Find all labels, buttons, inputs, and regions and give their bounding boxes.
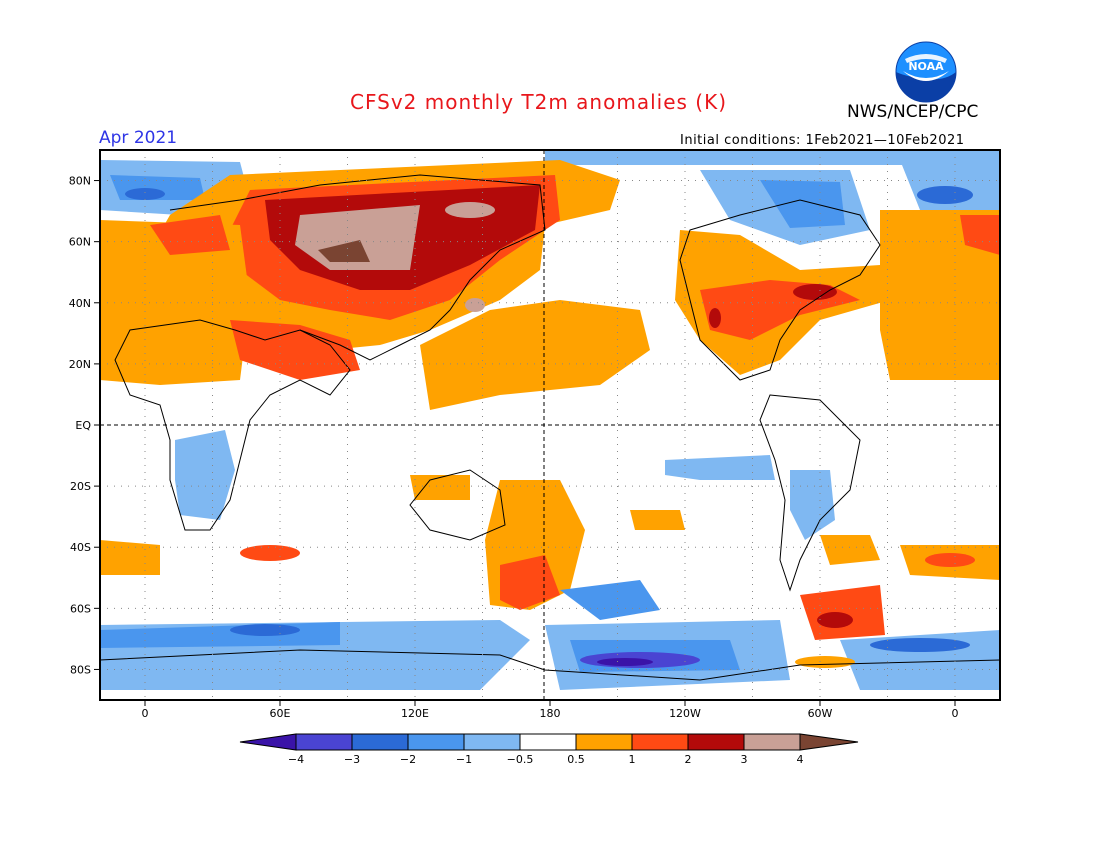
legend-label: −0.5 (507, 753, 534, 766)
anomaly-region (597, 658, 653, 666)
anomaly-region (150, 215, 230, 255)
anomaly-region (545, 150, 1000, 165)
anomaly-region (175, 430, 235, 520)
lon-tick-label: 180 (540, 707, 561, 720)
lat-tick-label: EQ (75, 419, 91, 432)
lat-tick-label: 40S (70, 541, 91, 554)
graticule (100, 150, 1000, 700)
legend-label: 4 (797, 753, 804, 766)
legend-swatch (575, 733, 633, 751)
lon-tick-label: 120E (401, 707, 429, 720)
legend-swatch (519, 733, 577, 751)
anomaly-region (230, 320, 360, 380)
anomaly-region (240, 545, 300, 561)
lon-tick-label: 0 (142, 707, 149, 720)
anomaly-region (817, 612, 853, 628)
anomaly-region (795, 656, 855, 668)
anomaly-region (230, 624, 300, 636)
anomaly-region (793, 284, 837, 300)
lat-tick-label: 80S (70, 663, 91, 676)
anomaly-region (465, 298, 485, 312)
legend-label: −2 (400, 753, 416, 766)
anomaly-region (800, 585, 885, 640)
anomaly-region (630, 510, 685, 530)
lat-tick-label: 20N (69, 358, 91, 371)
noaa-logo-icon: NOAA (895, 41, 957, 103)
legend-swatch (239, 733, 297, 751)
anomaly-region (925, 553, 975, 567)
anomaly-region (880, 210, 1000, 380)
anomaly-region (100, 220, 250, 385)
forecast-month: Apr 2021 (99, 128, 178, 148)
anomaly-region (870, 638, 970, 652)
anomaly-region (760, 180, 845, 228)
initial-conditions: Initial conditions: 1Feb2021—10Feb2021 (680, 133, 965, 148)
anomaly-region (820, 535, 880, 565)
anomaly-region (100, 540, 160, 575)
anomaly-region (790, 470, 835, 540)
legend-swatch (631, 733, 689, 751)
anomaly-region (420, 300, 650, 410)
anomaly-region (318, 240, 370, 262)
anomaly-region (445, 202, 495, 218)
lat-tick-label: 80N (69, 175, 91, 188)
logo-text: NOAA (908, 60, 944, 73)
anomaly-region (500, 555, 560, 610)
lon-tick-label: 120W (669, 707, 701, 720)
legend-label: 1 (629, 753, 636, 766)
legend-label: −1 (456, 753, 472, 766)
legend-swatch (463, 733, 521, 751)
lat-tick-label: 40N (69, 297, 91, 310)
color-legend: −4 −3 −2 −1 −0.5 0.5 1 2 3 4 (239, 733, 859, 766)
anomaly-region (125, 188, 165, 200)
lat-tick-label: 60S (70, 602, 91, 615)
legend-label: 3 (741, 753, 748, 766)
anomaly-region (560, 580, 660, 620)
legend-label: −3 (344, 753, 360, 766)
legend-swatch (799, 733, 859, 751)
legend-swatch (295, 733, 353, 751)
lon-tick-label: 60E (270, 707, 291, 720)
lon-tick-label: 0 (952, 707, 959, 720)
legend-swatch (687, 733, 745, 751)
anomaly-region (960, 215, 1000, 255)
lon-tick-label: 60W (808, 707, 833, 720)
coastlines (100, 174, 1000, 681)
anomaly-region (665, 455, 775, 480)
legend-label: 0.5 (567, 753, 585, 766)
legend-swatch (407, 733, 465, 751)
agency-label: NWS/NCEP/CPC (847, 102, 979, 122)
legend-label: −4 (288, 753, 304, 766)
legend-label: 2 (685, 753, 692, 766)
legend-swatch (351, 733, 409, 751)
anomaly-region (917, 186, 973, 204)
anomaly-region (709, 308, 721, 328)
anomaly-region (410, 475, 470, 500)
lat-tick-label: 60N (69, 236, 91, 249)
legend-swatch (743, 733, 801, 751)
lat-tick-label: 20S (70, 480, 91, 493)
map-title: CFSv2 monthly T2m anomalies (K) (350, 90, 727, 114)
